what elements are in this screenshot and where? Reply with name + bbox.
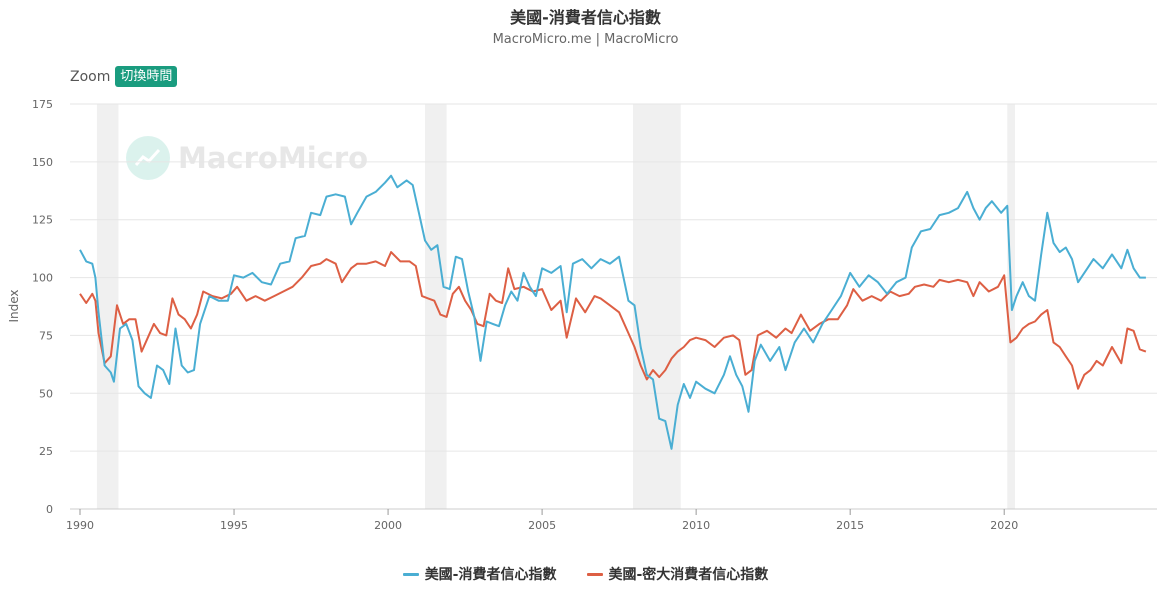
x-tick-label-2015: 2015 (836, 519, 864, 532)
series-line-1 (79, 174, 1146, 450)
legend-item-consumer-confidence[interactable]: 美國-消費者信心指數 (402, 564, 557, 584)
x-tick-label-2000: 2000 (374, 519, 402, 532)
y-tick-label-75: 75 (39, 329, 53, 342)
series-lines (79, 174, 1147, 450)
watermark-text: MacroMicro (178, 141, 369, 175)
zoom-bar: Zoom 切換時間 (70, 66, 178, 87)
legend-swatch-series2 (586, 572, 603, 576)
y-tick-label-25: 25 (39, 445, 53, 458)
legend-swatch-series1 (402, 572, 419, 576)
y-axis-label: Index (7, 289, 21, 322)
chart-title: 美國-消費者信心指數 (510, 8, 661, 27)
legend-item-michigan-sentiment[interactable]: 美國-密大消費者信心指數 (586, 564, 769, 584)
legend-label-series2: 美國-密大消費者信心指數 (608, 567, 769, 583)
series-line-2 (79, 251, 1147, 390)
y-tick-label-125: 125 (32, 214, 53, 227)
x-tick-label-2020: 2020 (990, 519, 1018, 532)
y-tick-label-175: 175 (32, 98, 53, 111)
x-tick-label-2010: 2010 (682, 519, 710, 532)
toggle-time-button[interactable]: 切換時間 (115, 66, 178, 87)
legend: 美國-消費者信心指數 美國-密大消費者信心指數 (0, 564, 1171, 584)
grid-lines (70, 103, 1157, 510)
recession-band-2 (632, 104, 681, 509)
x-tick-label-1990: 1990 (66, 519, 94, 532)
x-tick-label-1995: 1995 (220, 519, 248, 532)
zoom-label: Zoom (70, 68, 111, 85)
recession-band-0 (96, 104, 119, 509)
y-tick-label-0: 0 (46, 503, 53, 516)
y-tick-label-100: 100 (32, 272, 53, 285)
y-tick-label-150: 150 (32, 156, 53, 169)
x-axis: 1990 1995 2000 2005 2010 2015 2020 (66, 509, 1018, 532)
y-tick-label-50: 50 (39, 387, 53, 400)
watermark: MacroMicro (126, 136, 368, 180)
legend-label-series1: 美國-消費者信心指數 (424, 567, 557, 583)
macromicro-logo-icon (126, 136, 170, 180)
y-axis: 0 25 50 75 100 125 150 175 (32, 98, 53, 516)
chart-subtitle: MacroMicro.me | MacroMicro (492, 32, 679, 47)
x-tick-label-2005: 2005 (528, 519, 556, 532)
